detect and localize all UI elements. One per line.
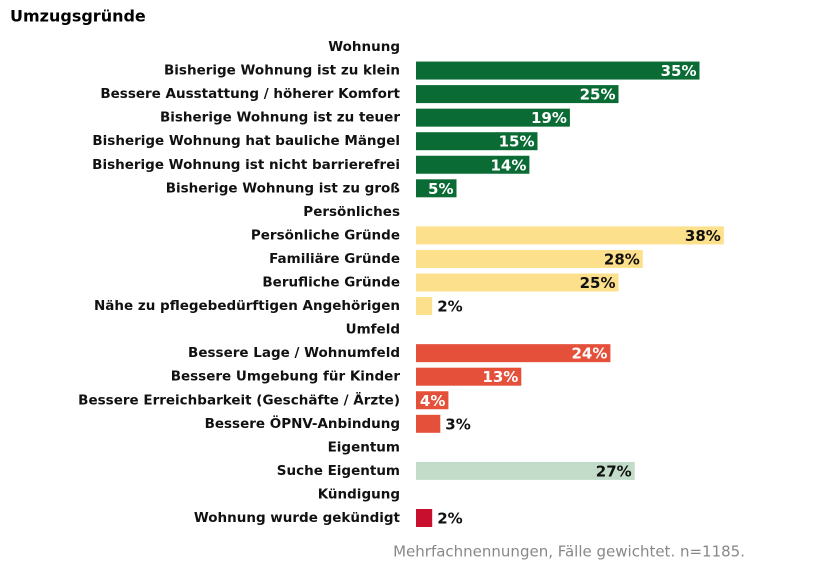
chart-title: Umzugsgründe (10, 7, 146, 26)
bar (416, 132, 538, 151)
bar (416, 391, 449, 410)
value-label: 5% (428, 180, 453, 198)
category-label: Bisherige Wohnung ist nicht barrierefrei (92, 157, 400, 173)
value-label: 27% (596, 462, 632, 480)
bar (416, 85, 619, 104)
group-label: Eigentum (328, 439, 400, 455)
bar (416, 509, 433, 527)
bar (416, 226, 724, 245)
category-label: Bessere Lage / Wohnumfeld (188, 345, 400, 361)
value-label: 2% (437, 298, 462, 316)
bar (416, 297, 433, 316)
value-label: 38% (685, 227, 721, 245)
bar (416, 179, 457, 198)
bar (416, 155, 530, 174)
value-label: 24% (571, 345, 607, 363)
bar (416, 61, 700, 80)
value-label: 14% (490, 156, 526, 174)
footnote: Mehrfachnennungen, Fälle gewichtet. n=11… (393, 543, 745, 561)
category-label: Nähe zu pflegebedürftigen Angehörigen (94, 298, 400, 314)
category-label: Bessere Ausstattung / höherer Komfort (100, 86, 400, 102)
group-label: Persönliches (303, 204, 400, 220)
category-label: Bisherige Wohnung ist zu klein (164, 63, 400, 79)
category-label: Persönliche Gründe (251, 227, 400, 243)
bar (416, 461, 635, 480)
value-label: 35% (661, 62, 697, 80)
value-label: 2% (437, 510, 462, 528)
category-label: Bessere ÖPNV-Anbindung (205, 414, 400, 432)
group-label: Wohnung (328, 39, 400, 55)
group-label: Kündigung (318, 486, 400, 502)
bar (416, 273, 619, 292)
value-label: 19% (531, 109, 567, 127)
category-label: Suche Eigentum (277, 463, 400, 479)
value-label: 15% (499, 133, 535, 151)
value-label: 4% (420, 392, 445, 410)
value-label: 13% (482, 368, 518, 386)
category-label: Bisherige Wohnung ist zu teuer (160, 110, 400, 126)
value-label: 25% (580, 274, 616, 292)
category-label: Berufliche Gründe (262, 275, 400, 291)
value-label: 3% (445, 415, 470, 433)
bar (416, 367, 522, 386)
value-label: 25% (580, 86, 616, 104)
bar (416, 249, 643, 268)
group-label: Umfeld (346, 322, 400, 338)
category-label: Wohnung wurde gekündigt (194, 510, 401, 526)
bar (416, 108, 570, 127)
value-label: 28% (604, 250, 640, 268)
category-label: Familiäre Gründe (269, 251, 400, 267)
bar (416, 344, 611, 363)
category-label: Bessere Umgebung für Kinder (171, 369, 401, 385)
category-label: Bisherige Wohnung hat bauliche Mängel (92, 133, 400, 149)
bar (416, 414, 441, 433)
category-label: Bisherige Wohnung ist zu groß (166, 180, 401, 196)
category-label: Bessere Erreichbarkeit (Geschäfte / Ärzt… (78, 391, 400, 408)
